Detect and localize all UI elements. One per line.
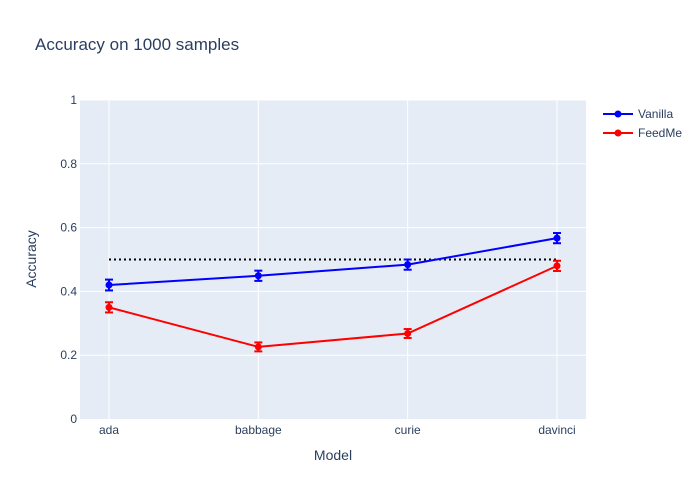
series-line bbox=[108, 264, 558, 348]
legend-label: FeedMe bbox=[638, 126, 682, 140]
legend-item-feedme[interactable]: FeedMe bbox=[603, 126, 682, 140]
tick-labels: 0 0.2 0.4 0.6 0.8 1 ada babbage curie davinci bbox=[60, 93, 575, 437]
x-tick-label: davinci bbox=[538, 423, 575, 437]
y-tick-label: 0.8 bbox=[60, 157, 77, 171]
grid-lines bbox=[80, 99, 586, 419]
legend-item-vanilla[interactable]: Vanilla bbox=[603, 107, 673, 121]
x-tick-label: babbage bbox=[235, 423, 282, 437]
series-line bbox=[108, 237, 558, 287]
y-axis-title: Accuracy bbox=[23, 230, 39, 288]
data-point bbox=[105, 281, 113, 289]
legend[interactable]: Vanilla FeedMe bbox=[603, 107, 682, 140]
chart-title: Accuracy on 1000 samples bbox=[35, 35, 239, 54]
y-tick-label: 0 bbox=[70, 412, 77, 426]
legend-marker bbox=[614, 110, 622, 118]
data-point bbox=[404, 261, 412, 269]
x-axis-title: Model bbox=[314, 447, 352, 463]
y-tick-label: 0.4 bbox=[60, 284, 77, 298]
legend-label: Vanilla bbox=[638, 107, 673, 121]
y-tick-label: 1 bbox=[70, 93, 77, 107]
data-point bbox=[404, 330, 412, 338]
data-point bbox=[553, 262, 561, 270]
x-tick-label: ada bbox=[99, 423, 119, 437]
legend-marker bbox=[614, 129, 622, 137]
data-point bbox=[254, 272, 262, 280]
y-tick-label: 0.2 bbox=[60, 348, 77, 362]
x-tick-label: curie bbox=[395, 423, 421, 437]
data-point bbox=[553, 234, 561, 242]
data-point bbox=[254, 343, 262, 351]
series-feedme bbox=[105, 259, 561, 353]
y-tick-label: 0.6 bbox=[60, 221, 77, 235]
series-vanilla bbox=[105, 232, 561, 292]
series-layer bbox=[105, 232, 561, 353]
data-point bbox=[105, 303, 113, 311]
